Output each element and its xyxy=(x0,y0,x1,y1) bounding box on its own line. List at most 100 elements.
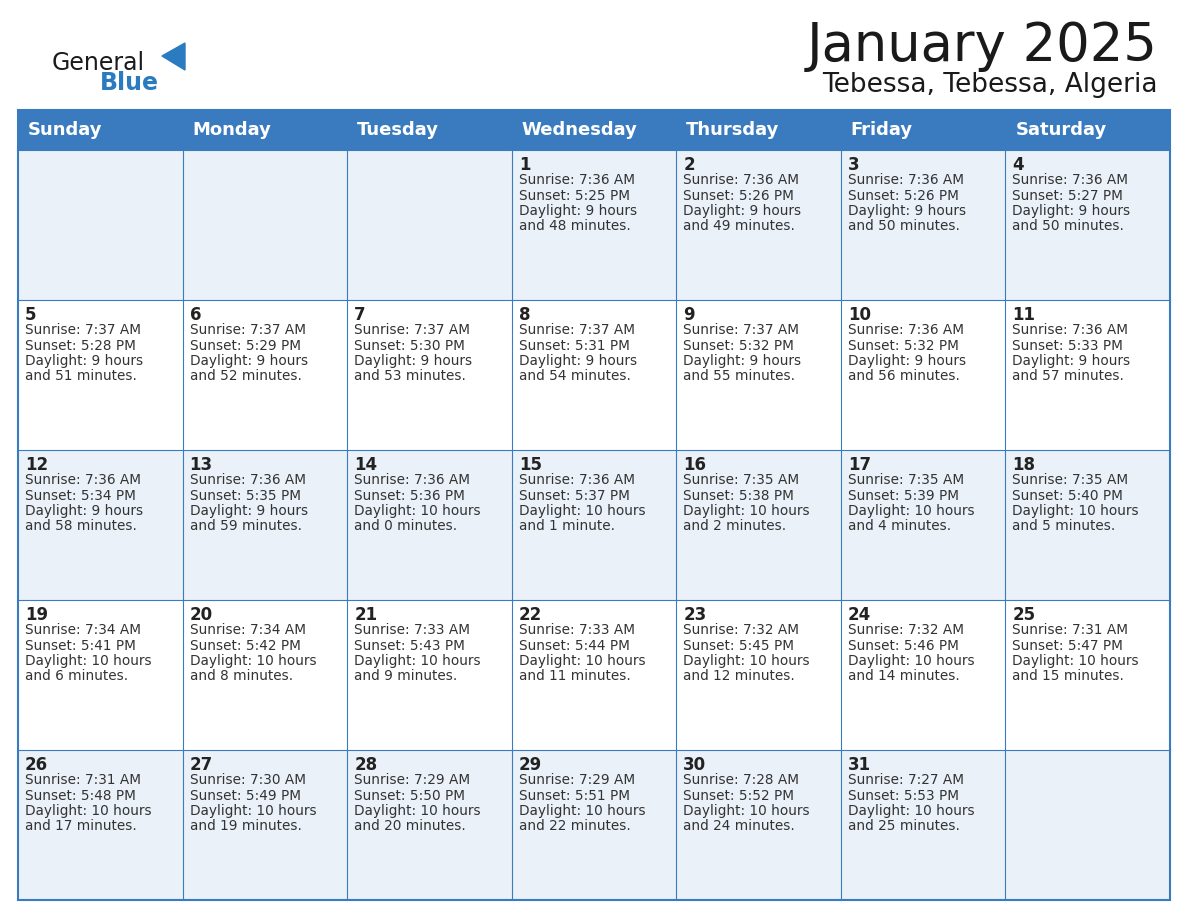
Bar xyxy=(512,450,676,600)
Text: Daylight: 10 hours: Daylight: 10 hours xyxy=(25,654,152,668)
Text: 15: 15 xyxy=(519,456,542,474)
Text: Sunset: 5:43 PM: Sunset: 5:43 PM xyxy=(354,639,465,653)
Text: Sunrise: 7:36 AM: Sunrise: 7:36 AM xyxy=(25,473,141,487)
Bar xyxy=(18,110,1170,150)
Text: and 58 minutes.: and 58 minutes. xyxy=(25,520,137,533)
Bar xyxy=(512,750,676,900)
Text: Sunrise: 7:34 AM: Sunrise: 7:34 AM xyxy=(25,623,141,637)
Text: Sunset: 5:30 PM: Sunset: 5:30 PM xyxy=(354,339,465,353)
Text: Sunset: 5:32 PM: Sunset: 5:32 PM xyxy=(683,339,794,353)
Text: and 54 minutes.: and 54 minutes. xyxy=(519,370,631,384)
Bar xyxy=(1005,600,1170,750)
Text: 30: 30 xyxy=(683,756,707,774)
Text: 8: 8 xyxy=(519,306,530,324)
Bar xyxy=(18,110,1170,900)
Bar xyxy=(183,600,347,750)
Text: Daylight: 9 hours: Daylight: 9 hours xyxy=(25,504,143,518)
Text: Sunset: 5:40 PM: Sunset: 5:40 PM xyxy=(1012,488,1124,502)
Bar xyxy=(347,750,512,900)
Text: Sunrise: 7:36 AM: Sunrise: 7:36 AM xyxy=(519,473,634,487)
Text: 11: 11 xyxy=(1012,306,1036,324)
Text: Daylight: 10 hours: Daylight: 10 hours xyxy=(354,804,481,818)
Text: Sunrise: 7:35 AM: Sunrise: 7:35 AM xyxy=(848,473,963,487)
Text: Sunrise: 7:37 AM: Sunrise: 7:37 AM xyxy=(25,323,141,337)
Text: Sunrise: 7:29 AM: Sunrise: 7:29 AM xyxy=(519,773,634,787)
Text: and 20 minutes.: and 20 minutes. xyxy=(354,820,466,834)
Text: and 19 minutes.: and 19 minutes. xyxy=(190,820,302,834)
Bar xyxy=(347,300,512,450)
Text: and 11 minutes.: and 11 minutes. xyxy=(519,669,631,684)
Text: 9: 9 xyxy=(683,306,695,324)
Text: Daylight: 10 hours: Daylight: 10 hours xyxy=(848,654,974,668)
Text: and 25 minutes.: and 25 minutes. xyxy=(848,820,960,834)
Text: and 59 minutes.: and 59 minutes. xyxy=(190,520,302,533)
Text: 23: 23 xyxy=(683,606,707,624)
Text: Daylight: 10 hours: Daylight: 10 hours xyxy=(683,504,810,518)
Text: Sunrise: 7:33 AM: Sunrise: 7:33 AM xyxy=(519,623,634,637)
Bar xyxy=(18,450,183,600)
Text: and 51 minutes.: and 51 minutes. xyxy=(25,370,137,384)
Text: and 9 minutes.: and 9 minutes. xyxy=(354,669,457,684)
Text: Sunset: 5:35 PM: Sunset: 5:35 PM xyxy=(190,488,301,502)
Text: Sunset: 5:31 PM: Sunset: 5:31 PM xyxy=(519,339,630,353)
Text: and 15 minutes.: and 15 minutes. xyxy=(1012,669,1124,684)
Text: Sunset: 5:48 PM: Sunset: 5:48 PM xyxy=(25,789,135,802)
Text: and 8 minutes.: and 8 minutes. xyxy=(190,669,292,684)
Text: and 52 minutes.: and 52 minutes. xyxy=(190,370,302,384)
Text: 6: 6 xyxy=(190,306,201,324)
Text: and 4 minutes.: and 4 minutes. xyxy=(848,520,950,533)
Text: Sunset: 5:29 PM: Sunset: 5:29 PM xyxy=(190,339,301,353)
Text: 21: 21 xyxy=(354,606,378,624)
Text: 17: 17 xyxy=(848,456,871,474)
Text: Sunset: 5:46 PM: Sunset: 5:46 PM xyxy=(848,639,959,653)
Bar xyxy=(1005,300,1170,450)
Text: Daylight: 10 hours: Daylight: 10 hours xyxy=(519,804,645,818)
Text: Sunrise: 7:36 AM: Sunrise: 7:36 AM xyxy=(190,473,305,487)
Text: and 2 minutes.: and 2 minutes. xyxy=(683,520,786,533)
Text: and 6 minutes.: and 6 minutes. xyxy=(25,669,128,684)
Text: Sunrise: 7:29 AM: Sunrise: 7:29 AM xyxy=(354,773,470,787)
Text: 10: 10 xyxy=(848,306,871,324)
Text: and 56 minutes.: and 56 minutes. xyxy=(848,370,960,384)
Bar xyxy=(18,300,183,450)
Text: Daylight: 9 hours: Daylight: 9 hours xyxy=(519,204,637,218)
Text: Sunset: 5:27 PM: Sunset: 5:27 PM xyxy=(1012,188,1124,203)
Text: 29: 29 xyxy=(519,756,542,774)
Text: 1: 1 xyxy=(519,156,530,174)
Text: Daylight: 10 hours: Daylight: 10 hours xyxy=(190,654,316,668)
Text: Sunset: 5:41 PM: Sunset: 5:41 PM xyxy=(25,639,135,653)
Text: Sunrise: 7:36 AM: Sunrise: 7:36 AM xyxy=(354,473,470,487)
Text: and 12 minutes.: and 12 minutes. xyxy=(683,669,795,684)
Text: Sunrise: 7:37 AM: Sunrise: 7:37 AM xyxy=(683,323,800,337)
Text: Daylight: 9 hours: Daylight: 9 hours xyxy=(1012,204,1131,218)
Text: Daylight: 10 hours: Daylight: 10 hours xyxy=(848,804,974,818)
Text: 2: 2 xyxy=(683,156,695,174)
Bar xyxy=(1005,150,1170,300)
Text: Daylight: 10 hours: Daylight: 10 hours xyxy=(354,654,481,668)
Text: 28: 28 xyxy=(354,756,378,774)
Bar xyxy=(512,600,676,750)
Bar xyxy=(1005,450,1170,600)
Bar xyxy=(18,600,183,750)
Bar xyxy=(841,300,1005,450)
Text: and 24 minutes.: and 24 minutes. xyxy=(683,820,795,834)
Text: 12: 12 xyxy=(25,456,49,474)
Text: Sunset: 5:49 PM: Sunset: 5:49 PM xyxy=(190,789,301,802)
Text: Daylight: 10 hours: Daylight: 10 hours xyxy=(1012,654,1139,668)
Text: 7: 7 xyxy=(354,306,366,324)
Text: 14: 14 xyxy=(354,456,378,474)
Text: 4: 4 xyxy=(1012,156,1024,174)
Text: Sunset: 5:42 PM: Sunset: 5:42 PM xyxy=(190,639,301,653)
Text: Sunrise: 7:33 AM: Sunrise: 7:33 AM xyxy=(354,623,470,637)
Text: Sunrise: 7:35 AM: Sunrise: 7:35 AM xyxy=(1012,473,1129,487)
Polygon shape xyxy=(162,43,185,70)
Text: Daylight: 10 hours: Daylight: 10 hours xyxy=(1012,504,1139,518)
Text: Sunset: 5:26 PM: Sunset: 5:26 PM xyxy=(683,188,794,203)
Text: 5: 5 xyxy=(25,306,37,324)
Text: Sunset: 5:25 PM: Sunset: 5:25 PM xyxy=(519,188,630,203)
Text: Sunset: 5:38 PM: Sunset: 5:38 PM xyxy=(683,488,794,502)
Text: Sunset: 5:47 PM: Sunset: 5:47 PM xyxy=(1012,639,1124,653)
Text: Sunrise: 7:27 AM: Sunrise: 7:27 AM xyxy=(848,773,963,787)
Text: Sunset: 5:26 PM: Sunset: 5:26 PM xyxy=(848,188,959,203)
Text: Sunrise: 7:30 AM: Sunrise: 7:30 AM xyxy=(190,773,305,787)
